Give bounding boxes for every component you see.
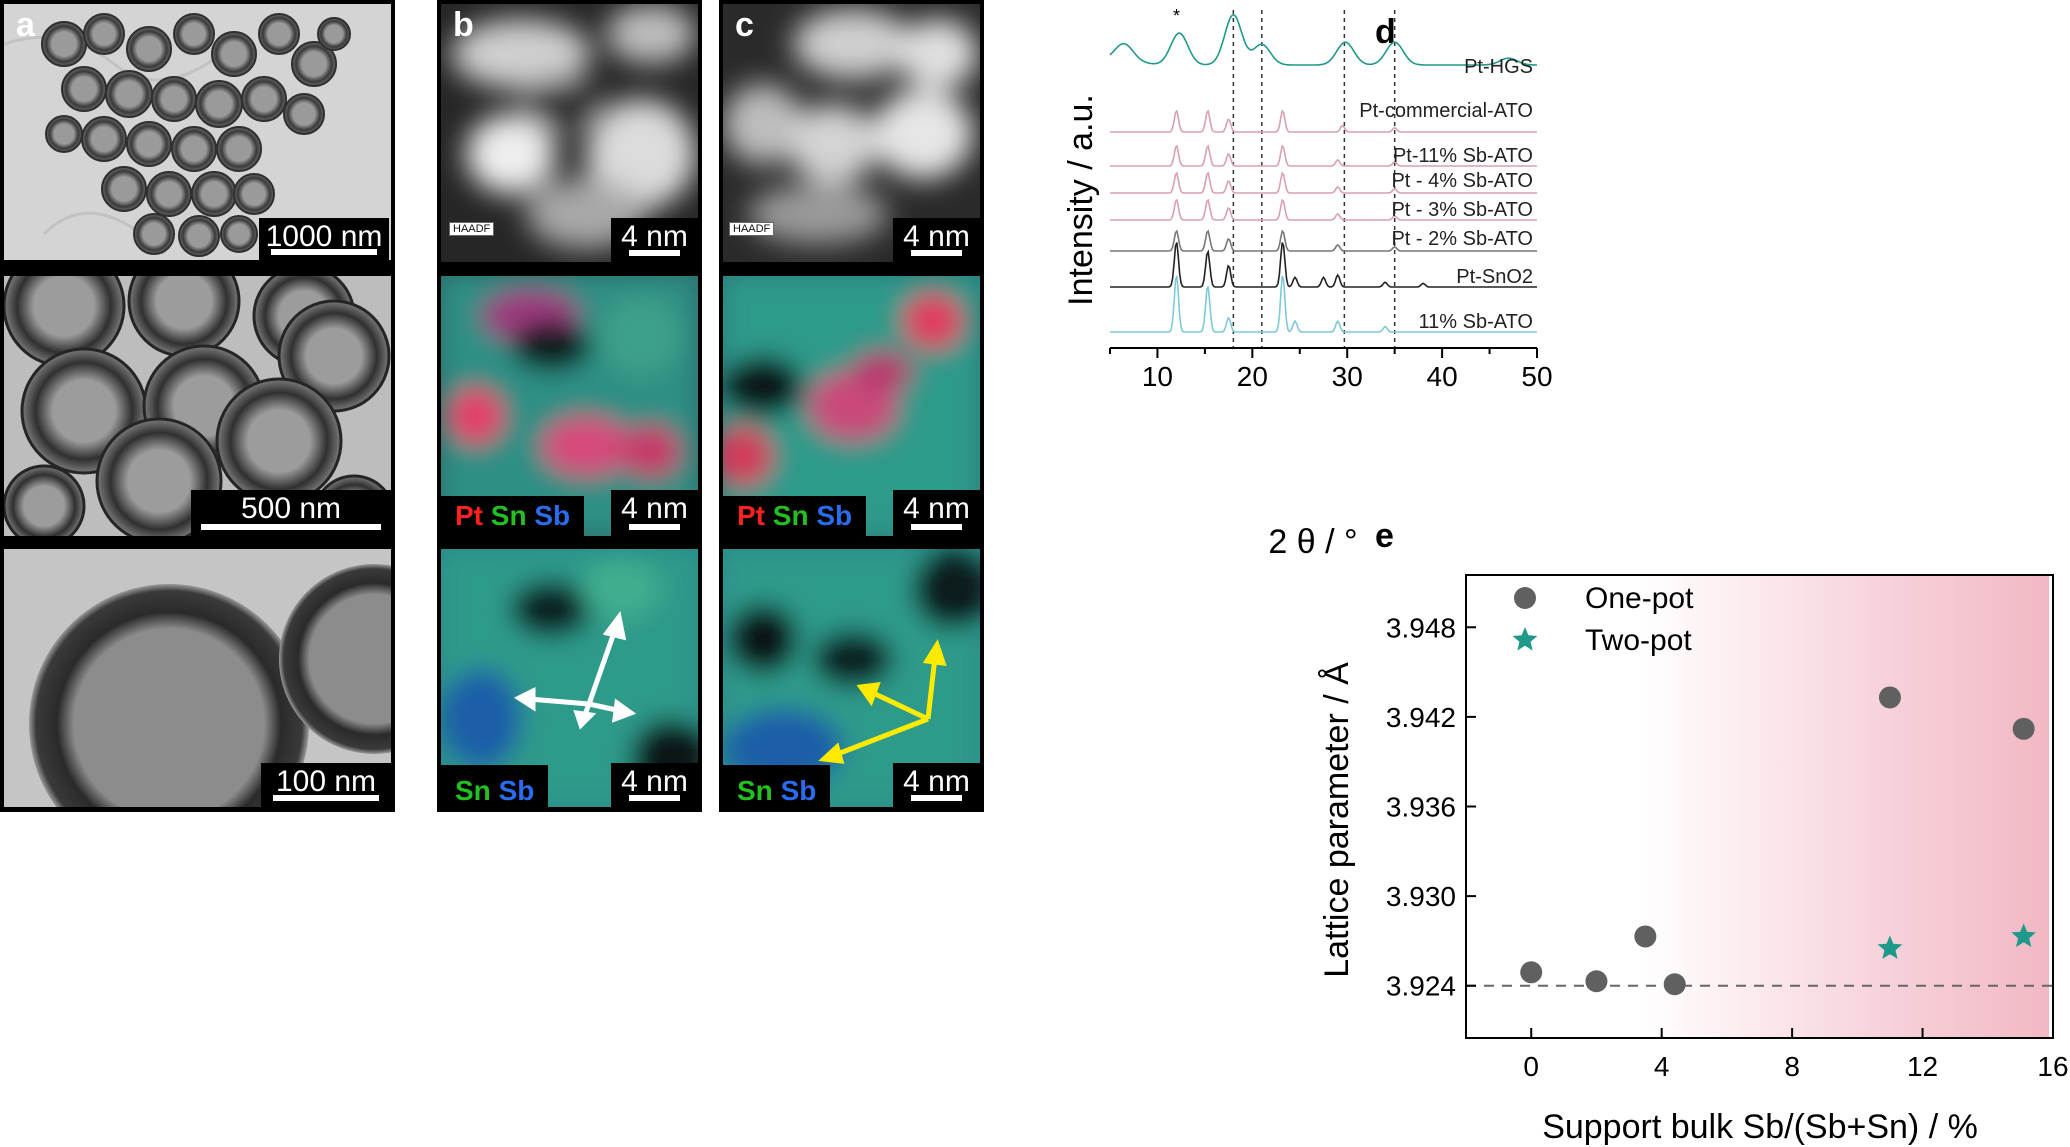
panel-c-haadf: HAADF 4 nm (723, 4, 980, 262)
panel-a-column: 1000 nm a 500 nm (0, 0, 395, 812)
xrd-series-6 (1110, 242, 1537, 288)
panel-c-eds-ptsnsb: Pt Sn Sb 4 nm (723, 276, 980, 536)
tem-hollow-spheres-image (4, 13, 351, 257)
scale-bar-c2: 4 nm (893, 490, 980, 536)
xrd-series-3 (1110, 171, 1537, 194)
legend-label-0: One-pot (1585, 582, 1694, 615)
xrd-series-4 (1110, 198, 1537, 221)
xrd-series-label-2: Pt-11% Sb-ATO (1393, 145, 1533, 167)
lattice-points (1520, 686, 2036, 996)
tem-spheres-medium-image (4, 276, 391, 536)
xrd-x-tick-label: 30 (1332, 361, 1363, 392)
haadf-image-c (723, 9, 978, 244)
haadf-tag-c: HAADF (729, 222, 775, 236)
xrd-series-0 (1109, 13, 1537, 66)
white-arrows (513, 611, 637, 730)
panel-label-c: c (735, 6, 754, 44)
xrd-reference-lines (1232, 10, 1396, 348)
scale-bar-a3: 100 nm (261, 763, 391, 807)
scale-bar-c1: 4 nm (893, 218, 980, 262)
lattice-chart: e Lattice parameter / Å 3.9243.9303.9363… (1318, 520, 2069, 1146)
xrd-series-label-0: Pt-HGS (1464, 56, 1533, 78)
lattice-y-axis-label: Lattice parameter / Å (1318, 662, 1356, 978)
xrd-y-axis-label: Intensity / a.u. (1062, 94, 1100, 306)
scale-bar-a1: 1000 nm (259, 218, 389, 260)
panel-b-haadf: HAADF 4 nm (441, 4, 698, 262)
panel-label-a: a (16, 6, 35, 44)
legend-c-sn-sb: Sn Sb (723, 765, 831, 807)
panel-e-bg (1466, 575, 2049, 1038)
scale-bar-b2: 4 nm (611, 490, 698, 536)
lattice-legend: One-pot Two-pot (1512, 582, 1694, 657)
panel-c-eds-snsb: Sn Sb 4 nm (723, 549, 980, 807)
lattice-plot-frame (1465, 574, 2054, 1039)
legend-marker-one-pot (1514, 587, 1536, 609)
xrd-series-label-3: Pt - 4% Sb-ATO (1391, 170, 1533, 192)
xrd-x-axis: 10 20 30 40 50 (1109, 347, 1553, 392)
lattice-axes: 3.924 3.930 3.936 3.942 3.948 0 4 8 12 16 (1386, 574, 2069, 1082)
scale-bar-a2: 500 nm (191, 490, 391, 536)
legend-c-pt-sn-sb: Pt Sn Sb (723, 496, 867, 536)
xrd-series-5 (1110, 229, 1537, 252)
panel-b-eds-snsb: Sn Sb 4 nm (441, 549, 698, 807)
lattice-y-tick-label: 3.924 (1386, 971, 1456, 1002)
lattice-point-two-pot (1877, 935, 1903, 959)
scale-bar-c3: 4 nm (893, 763, 980, 807)
panel-label-e: e (1375, 520, 1394, 555)
xrd-series-label-5: Pt - 2% Sb-ATO (1391, 228, 1533, 250)
panel-c-column: HAADF 4 nm c Pt Sn Sb 4 nm (719, 0, 984, 812)
lattice-point-one-pot (1878, 686, 1901, 709)
lattice-y-tick-label: 3.936 (1386, 792, 1456, 823)
xrd-series-labels: Pt-HGS Pt-commercial-ATO Pt-11% Sb-ATO Pt -… (1359, 56, 1533, 333)
legend-marker-two-pot (1512, 627, 1538, 651)
legend-b-sn-sb: Sn Sb (441, 765, 549, 807)
xrd-x-tick-label: 40 (1427, 361, 1458, 392)
haadf-tag-b: HAADF (449, 222, 495, 236)
xrd-series-label-4: Pt - 3% Sb-ATO (1391, 199, 1533, 221)
lattice-point-one-pot (1520, 961, 1543, 984)
tem-single-sphere-image (29, 564, 391, 807)
lattice-x-tick-label: 0 (1523, 1051, 1539, 1082)
xrd-series-group (1109, 13, 1537, 333)
lattice-y-tick-label: 3.948 (1386, 612, 1456, 643)
panel-label-b: b (453, 6, 474, 44)
xrd-asterisk: * (1173, 6, 1180, 26)
xrd-series-label-7: 11% Sb-ATO (1419, 311, 1534, 333)
lattice-x-tick-label: 4 (1654, 1051, 1670, 1082)
panel-a-tem-middle: 500 nm (4, 276, 391, 536)
lattice-point-two-pot (2011, 923, 2036, 947)
lattice-point-one-pot (1663, 973, 1686, 996)
xrd-series-1 (1110, 109, 1537, 133)
scale-bar-b1: 4 nm (611, 218, 698, 262)
scale-bar-b3: 4 nm (611, 763, 698, 807)
lattice-y-tick-label: 3.942 (1386, 702, 1456, 733)
lattice-y-tick-label: 3.930 (1386, 881, 1456, 912)
xrd-series-label-6: Pt-SnO2 (1456, 266, 1533, 288)
legend-b-pt-sn-sb: Pt Sn Sb (441, 496, 585, 536)
panel-a-tem-bottom: 100 nm (4, 549, 391, 807)
legend-label-1: Two-pot (1585, 624, 1692, 657)
lattice-x-axis-label: Support bulk Sb/(Sb+Sn) / % (1542, 1108, 1978, 1146)
xrd-series-7 (1110, 275, 1537, 333)
lattice-point-one-pot (1634, 925, 1657, 948)
xrd-chart: d * Intensity / a.u. Pt-HGS Pt-commercial… (1062, 6, 1553, 560)
xrd-x-axis-label: 2 θ / ° (1268, 523, 1357, 560)
panel-a-tem-top: 1000 nm (4, 4, 391, 260)
lattice-x-tick-label: 16 (2037, 1051, 2068, 1082)
xrd-series-label-1: Pt-commercial-ATO (1359, 100, 1533, 122)
lattice-x-tick-label: 12 (1907, 1051, 1938, 1082)
yellow-arrows (818, 639, 947, 764)
panel-label-d: d (1375, 13, 1396, 51)
xrd-x-tick-label: 10 (1142, 361, 1173, 392)
lattice-point-one-pot (1585, 970, 1608, 993)
xrd-x-tick-label: 50 (1521, 361, 1552, 392)
lattice-point-one-pot (2012, 717, 2035, 740)
panel-b-column: HAADF 4 nm b Pt Sn Sb 4 nm (437, 0, 702, 812)
panel-b-eds-ptsnsb: Pt Sn Sb 4 nm (441, 276, 698, 536)
xrd-series-2 (1110, 144, 1537, 167)
xrd-x-tick-label: 20 (1237, 361, 1268, 392)
lattice-x-tick-label: 8 (1784, 1051, 1800, 1082)
